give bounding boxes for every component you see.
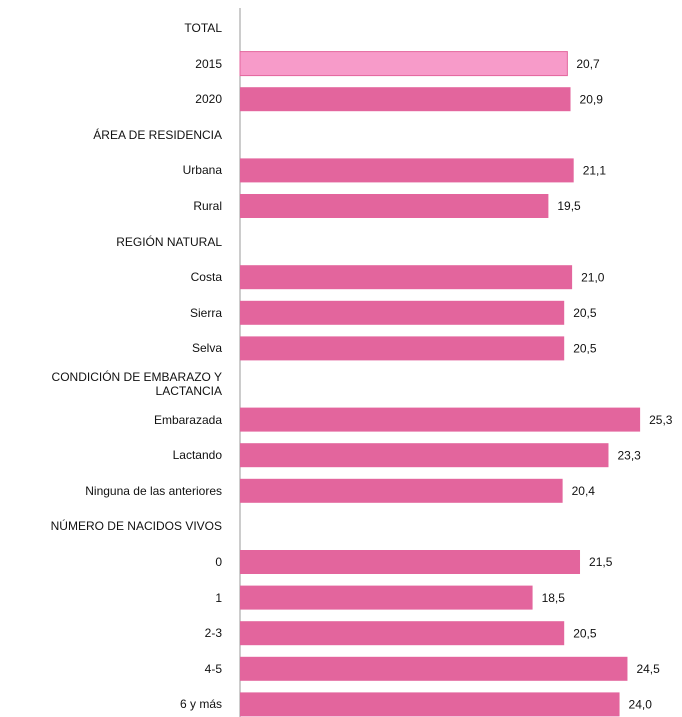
value-label: 23,3 [617,448,641,462]
category-label: 2-3 [204,626,222,641]
category-label: 4-5 [204,661,222,676]
group-header: REGIÓN NATURAL [116,234,222,249]
category-label: 6 y más [179,697,222,712]
group-header: CONDICIÓN DE EMBARAZO Y LACTANCIA [51,370,222,398]
value-label: 20,5 [573,306,597,320]
bar [239,51,568,77]
category-label: 2015 [195,56,222,71]
value-label: 20,4 [572,484,596,498]
bar [240,158,574,183]
bar [240,656,628,681]
bar [240,443,609,468]
bar [240,265,573,290]
bar [240,300,565,325]
bar [240,194,549,218]
bar [240,550,581,574]
group-header: TOTAL [184,21,222,35]
group-header: ÁREA DE RESIDENCIA [93,127,222,142]
category-label: 1 [215,590,222,605]
category-label: Costa [190,270,222,285]
value-label: 24,0 [629,698,653,712]
value-label: 20,5 [573,626,597,640]
category-label: 2020 [195,92,222,107]
category-label: 0 [215,555,222,569]
value-label: 21,0 [581,270,605,284]
category-label: Lactando [172,448,222,463]
bar [240,407,641,432]
category-label: Rural [193,199,222,213]
value-label: 19,5 [557,199,581,213]
category-label: Sierra [189,305,222,320]
bar [240,87,571,112]
value-label: 21,5 [589,555,613,569]
group-header: NÚMERO DE NACIDOS VIVOS [50,519,222,534]
value-label: 18,5 [542,591,566,605]
value-label: 25,3 [649,413,673,427]
category-label: Selva [191,341,222,356]
bar [240,692,620,717]
category-label: Ninguna de las anteriores [85,483,222,498]
category-label: Embarazada [153,412,222,427]
bar [240,585,533,610]
bar [240,478,563,503]
value-label: 20,9 [580,92,604,106]
bar [240,336,565,361]
value-label: 20,7 [576,57,600,71]
value-label: 24,5 [636,662,660,676]
value-label: 21,1 [583,164,607,178]
category-label: Urbana [182,163,222,178]
value-label: 20,5 [573,342,597,356]
bar [240,621,565,646]
